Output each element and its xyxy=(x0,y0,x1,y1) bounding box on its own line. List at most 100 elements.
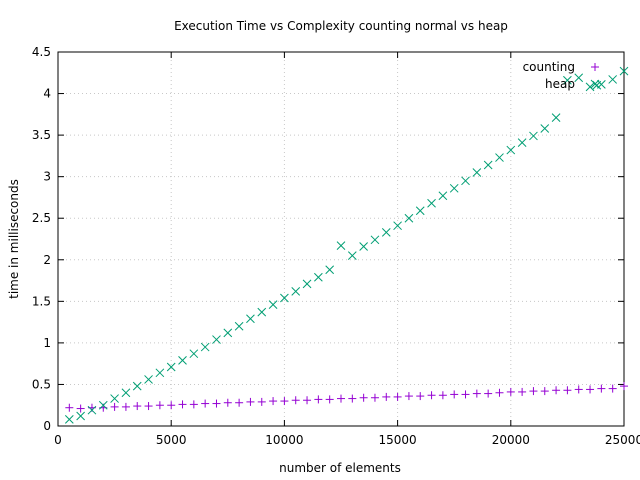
heap-point xyxy=(574,73,584,83)
counting-point xyxy=(438,391,447,400)
heap-point xyxy=(302,279,312,289)
heap-point xyxy=(472,168,482,177)
counting-point xyxy=(223,398,232,407)
counting-point xyxy=(257,397,266,406)
counting-point xyxy=(597,384,606,393)
heap-point xyxy=(438,191,448,201)
heap-point xyxy=(551,113,561,123)
heap-point xyxy=(483,160,493,170)
counting-point xyxy=(325,395,334,404)
heap-point xyxy=(98,400,108,410)
counting-point xyxy=(235,398,244,407)
counting-point xyxy=(291,396,300,405)
x-tick-label: 20000 xyxy=(492,433,530,447)
heap-point xyxy=(110,394,119,403)
y-tick-label: 0.5 xyxy=(32,377,51,391)
counting-point xyxy=(189,400,198,409)
counting-point xyxy=(563,386,572,395)
heap-point xyxy=(461,176,470,186)
counting-point xyxy=(540,387,549,396)
x-tick-label: 15000 xyxy=(379,433,417,447)
counting-point xyxy=(348,394,357,403)
legend-marker-counting xyxy=(591,63,599,71)
heap-point xyxy=(449,183,459,193)
counting-point xyxy=(178,400,187,409)
counting-point xyxy=(314,395,323,404)
heap-point xyxy=(347,251,357,260)
y-tick-label: 3 xyxy=(43,170,51,184)
counting-point xyxy=(393,392,402,401)
counting-point xyxy=(155,401,164,410)
counting-point xyxy=(65,403,74,412)
y-tick-label: 3.5 xyxy=(32,128,51,142)
legend-marker-heap xyxy=(590,79,600,89)
chart-title: Execution Time vs Complexity counting no… xyxy=(174,19,508,33)
counting-point xyxy=(144,402,153,411)
heap-point xyxy=(415,206,425,216)
heap-point xyxy=(257,307,267,317)
heap-point xyxy=(246,314,255,324)
heap-point xyxy=(619,66,629,76)
counting-point xyxy=(303,396,312,405)
counting-point xyxy=(427,391,436,400)
heap-point xyxy=(121,388,131,398)
heap-point xyxy=(517,138,527,147)
counting-point xyxy=(133,402,142,411)
counting-point xyxy=(461,390,470,399)
heap-point xyxy=(393,221,402,231)
counting-point xyxy=(484,389,493,398)
series-counting xyxy=(65,382,628,413)
counting-point xyxy=(620,382,628,391)
counting-point xyxy=(506,387,515,396)
counting-point xyxy=(201,399,210,408)
counting-point xyxy=(404,392,413,401)
counting-point xyxy=(370,393,379,402)
counting-point xyxy=(586,385,595,394)
heap-point xyxy=(280,293,289,303)
heap-point xyxy=(563,75,572,85)
counting-point xyxy=(552,386,561,395)
y-tick-label: 2 xyxy=(43,253,51,267)
heap-point xyxy=(359,242,368,251)
heap-point xyxy=(223,328,233,338)
heap-point xyxy=(64,414,74,424)
counting-point xyxy=(246,397,255,406)
y-tick-label: 0 xyxy=(43,419,51,433)
counting-point xyxy=(269,397,278,406)
heap-point xyxy=(189,349,199,359)
counting-point xyxy=(495,388,504,397)
heap-point xyxy=(76,411,85,421)
heap-point xyxy=(325,265,335,275)
x-tick-label: 5000 xyxy=(156,433,187,447)
y-tick-label: 1 xyxy=(43,336,51,350)
counting-point xyxy=(337,394,345,403)
heap-point xyxy=(132,381,142,391)
counting-point xyxy=(450,390,459,399)
counting-point xyxy=(608,384,617,393)
heap-point xyxy=(529,131,538,141)
y-tick-label: 4.5 xyxy=(32,45,51,59)
counting-point xyxy=(121,402,130,411)
heap-point xyxy=(200,342,210,352)
heap-point xyxy=(268,300,278,310)
x-tick-label: 25000 xyxy=(605,433,640,447)
counting-point xyxy=(167,401,176,410)
heap-point xyxy=(427,198,436,208)
counting-point xyxy=(212,399,221,408)
series-heap xyxy=(64,66,629,424)
y-tick-label: 2.5 xyxy=(32,211,51,225)
plot-frame xyxy=(57,51,625,427)
heap-point xyxy=(381,227,391,237)
heap-point xyxy=(506,145,516,155)
heap-point xyxy=(585,82,595,92)
y-tick-label: 4 xyxy=(43,87,51,101)
heap-point xyxy=(166,362,176,372)
counting-point xyxy=(574,385,583,394)
y-tick-label: 1.5 xyxy=(32,294,51,308)
x-tick-label: 10000 xyxy=(265,433,303,447)
data-points xyxy=(64,66,629,424)
counting-point xyxy=(280,397,289,406)
counting-point xyxy=(382,392,391,401)
counting-point xyxy=(518,387,527,396)
